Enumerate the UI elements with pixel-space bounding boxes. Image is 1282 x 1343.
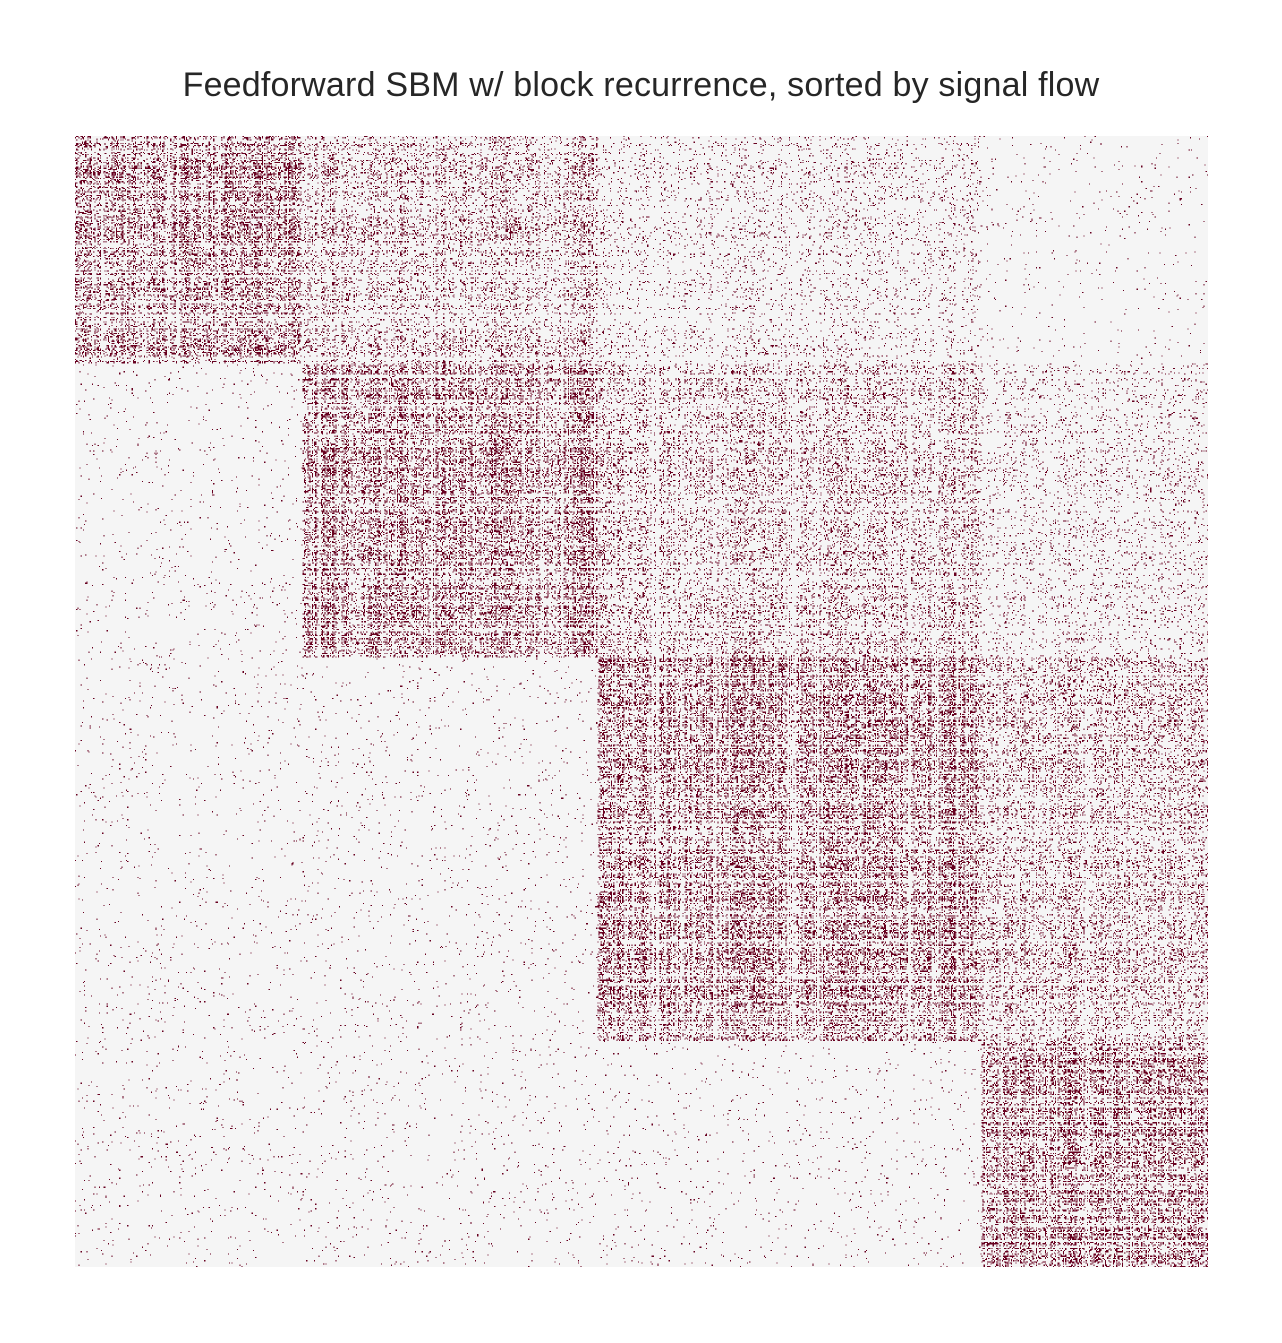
heatmap-cells bbox=[75, 136, 1208, 1267]
adjacency-heatmap bbox=[75, 136, 1208, 1267]
chart-title: Feedforward SBM w/ block recurrence, sor… bbox=[182, 66, 1100, 104]
